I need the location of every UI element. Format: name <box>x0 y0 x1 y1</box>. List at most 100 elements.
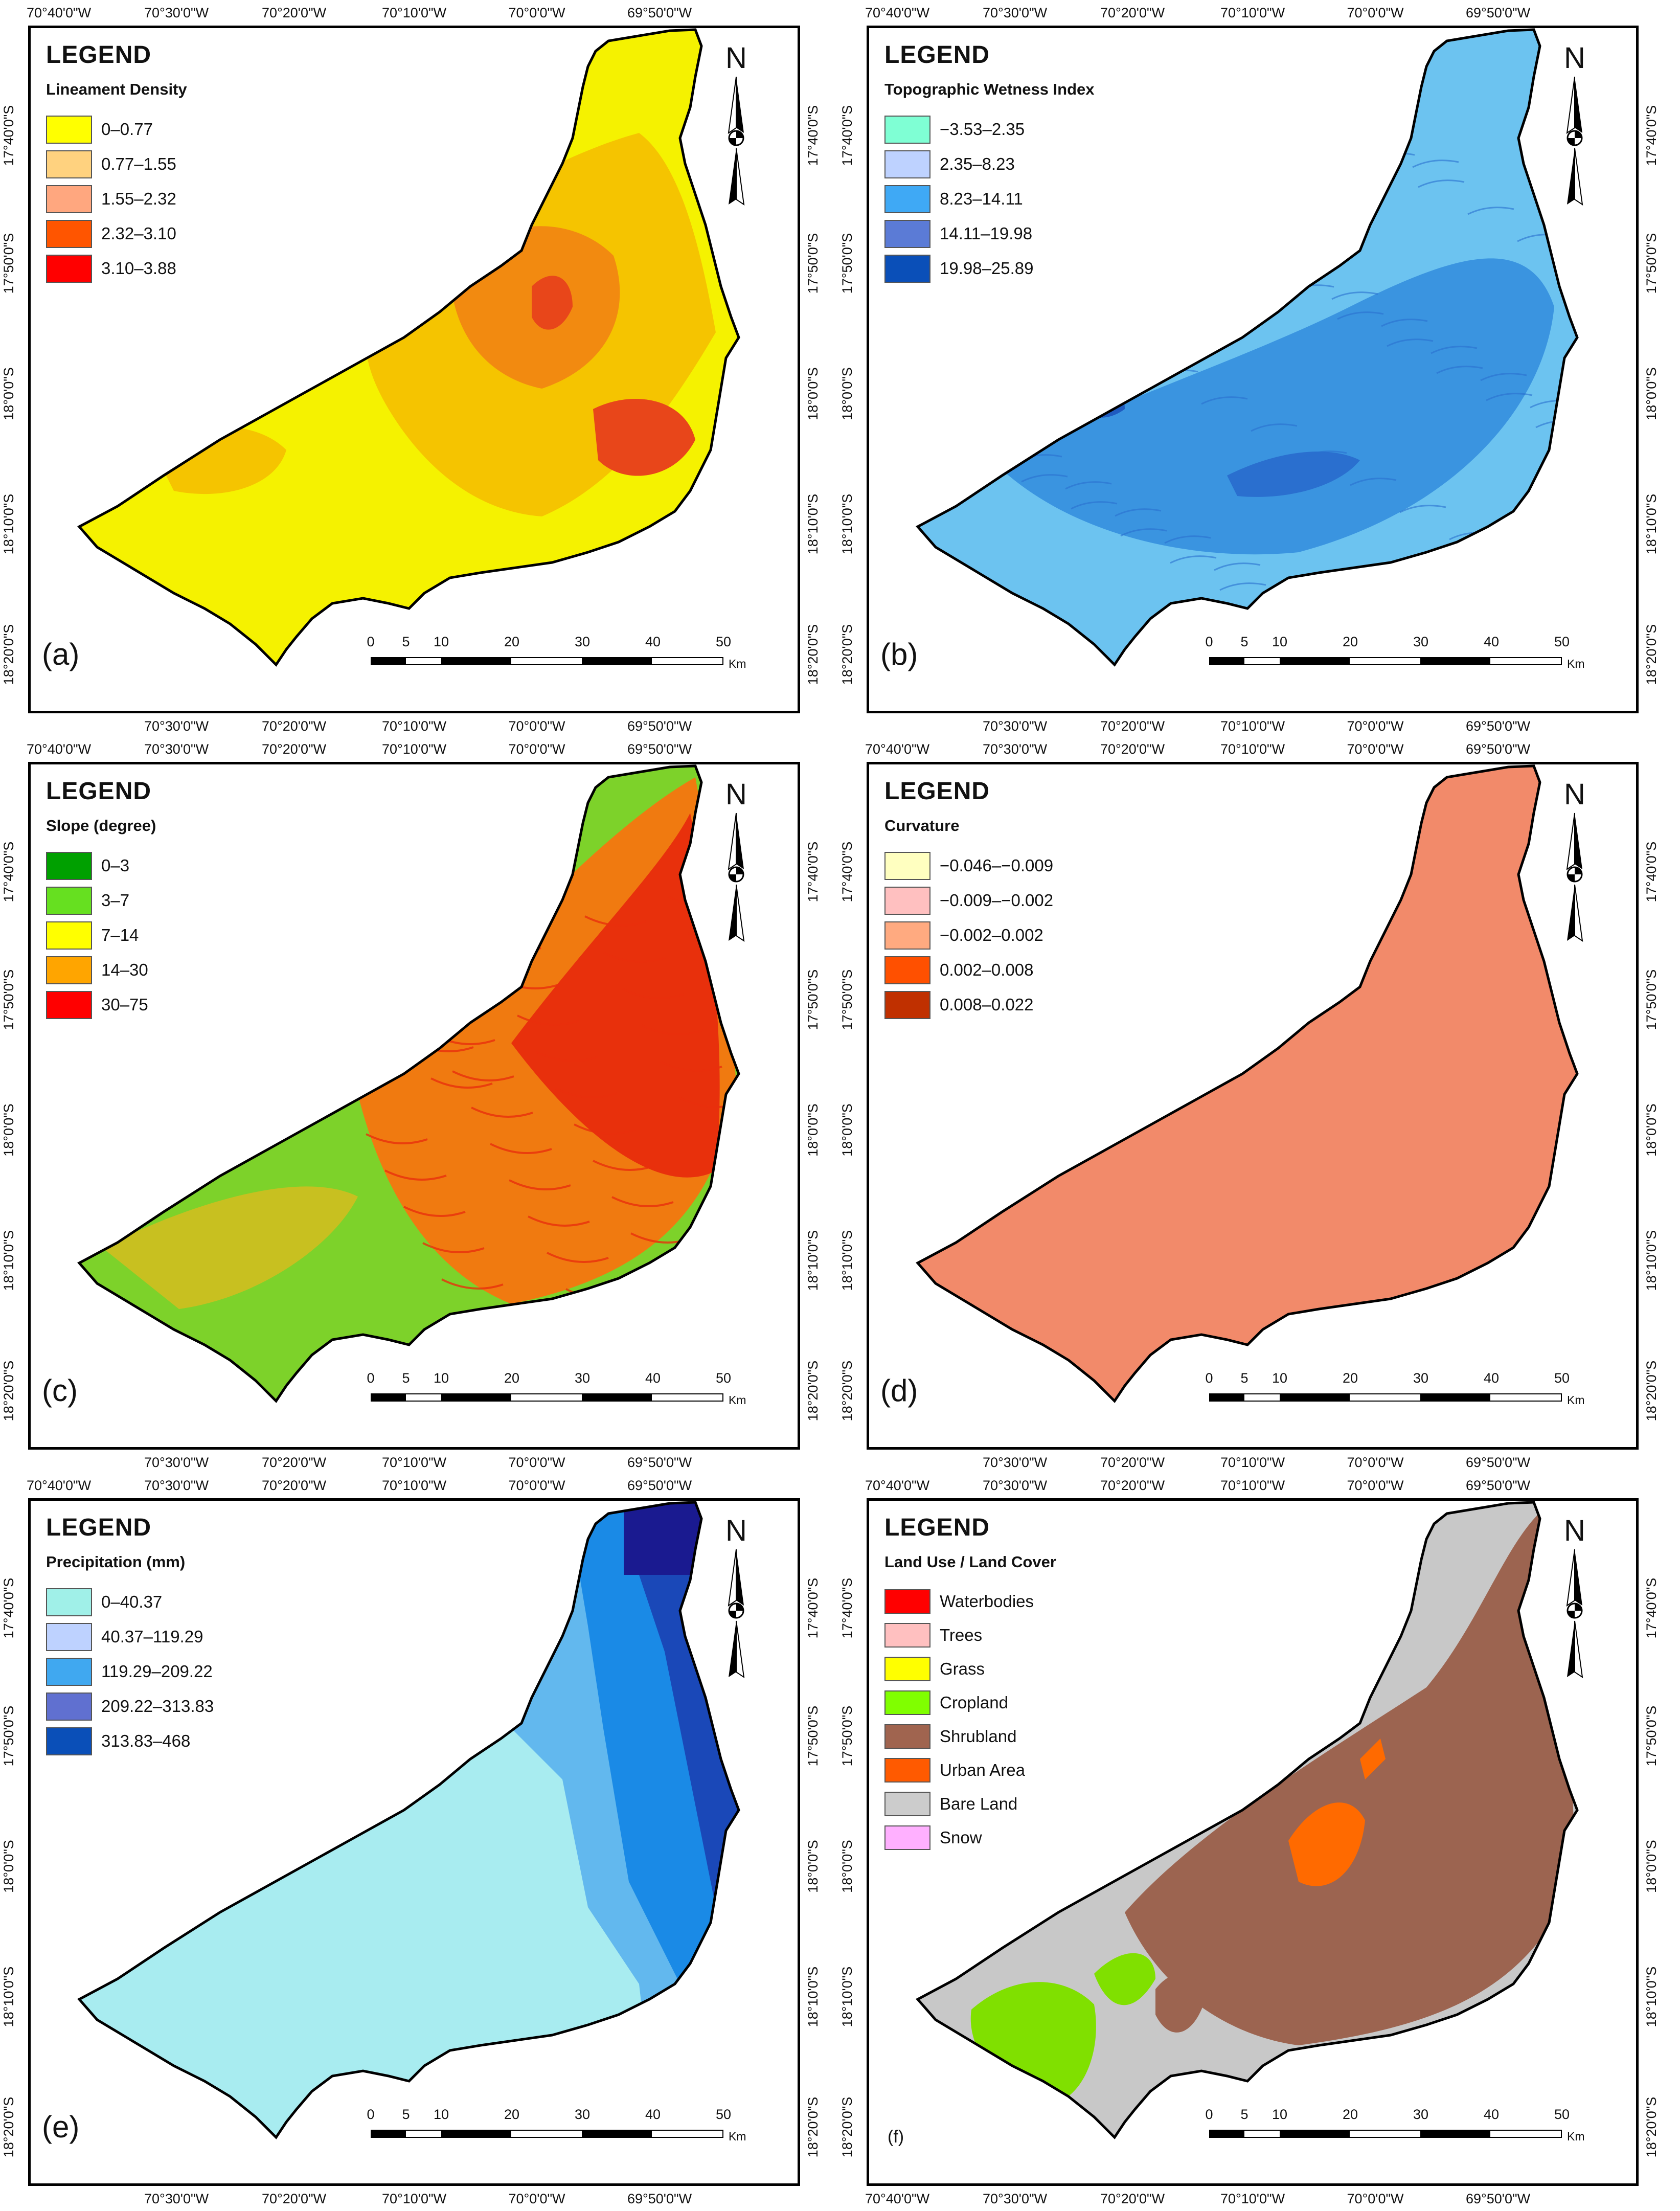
legend-item: Waterbodies <box>884 1585 1056 1618</box>
legend-swatch <box>884 150 930 178</box>
longitude-label-top: 70°40'0"W <box>865 741 930 757</box>
latitude-label-right: 17°50'0"S <box>1644 1705 1659 1767</box>
latitude-label-right: 17°40'0"S <box>1644 841 1659 903</box>
longitude-label-bottom: 69°50'0"W <box>1465 718 1531 734</box>
scale-segment <box>1244 658 1280 664</box>
north-arrow-icon: N <box>1552 41 1598 225</box>
longitude-label-top: 70°30'0"W <box>982 741 1048 757</box>
scale-segment <box>581 2131 652 2137</box>
latitude-label-left: 17°50'0"S <box>839 969 855 1030</box>
scale-segment <box>511 2131 582 2137</box>
longitude-label-top: 69°50'0"W <box>1465 1478 1531 1493</box>
watershed-map <box>77 28 740 667</box>
legend-swatch <box>884 185 930 213</box>
longitude-label-top: 70°40'0"W <box>26 5 92 20</box>
scale-tick-label: 0 <box>1205 634 1213 649</box>
longitude-label-top: 70°20'0"W <box>261 1478 327 1493</box>
longitude-label-bottom: 69°50'0"W <box>627 718 692 734</box>
scale-tick-label: 50 <box>1554 1370 1570 1386</box>
scale-segment <box>1279 2131 1350 2137</box>
latitude-label-right: 18°20'0"S <box>1644 624 1659 685</box>
latitude-label-right: 18°0'0"S <box>1644 1103 1659 1157</box>
legend-subtitle: Curvature <box>884 817 960 834</box>
latitude-label-right: 18°10'0"S <box>805 493 821 555</box>
legend-label: 3.10–3.88 <box>101 259 176 278</box>
legend-item: 30–75 <box>46 987 156 1022</box>
longitude-label-bottom: 70°0'0"W <box>508 2191 565 2206</box>
longitude-label-top: 70°30'0"W <box>982 1478 1048 1493</box>
latitude-label-left: 18°20'0"S <box>1 2096 16 2158</box>
latitude-label-left: 17°40'0"S <box>839 105 855 166</box>
legend: LEGEND Land Use / Land Cover Waterbodies Tr… <box>884 1514 1056 1855</box>
longitude-label-bottom: 70°0'0"W <box>508 718 565 734</box>
legend: LEGEND Lineament Density 0–0.77 0.77–1.55 1.… <box>46 41 187 286</box>
legend-swatch <box>46 886 92 915</box>
longitude-label-bottom: 70°0'0"W <box>1347 2191 1404 2206</box>
latitude-label-right: 18°0'0"S <box>805 1103 821 1157</box>
longitude-label-bottom: 70°0'0"W <box>1347 1455 1404 1470</box>
latitude-label-left: 18°20'0"S <box>839 2096 855 2158</box>
legend-swatch <box>884 1758 930 1783</box>
legend-item: 2.35–8.23 <box>884 147 1095 182</box>
latitude-label-right: 17°40'0"S <box>805 1577 821 1639</box>
scale-unit: Km <box>729 657 746 670</box>
legend-item: 0.77–1.55 <box>46 147 187 182</box>
legend-label: 2.35–8.23 <box>940 154 1015 173</box>
scale-segment <box>581 1394 652 1401</box>
latitude-label-left: 18°0'0"S <box>839 367 855 420</box>
longitude-label-bottom: 70°30'0"W <box>982 2191 1048 2206</box>
scale-tick-label: 30 <box>1413 2107 1429 2122</box>
latitude-label-right: 17°50'0"S <box>805 969 821 1030</box>
longitude-label-top: 70°10'0"W <box>381 1478 447 1493</box>
longitude-label-bottom: 69°50'0"W <box>627 1455 692 1470</box>
scale-tick-label: 50 <box>1554 634 1570 649</box>
latitude-label-left: 18°10'0"S <box>1 1230 16 1291</box>
north-label: N <box>1564 41 1585 75</box>
legend-swatch <box>46 1588 92 1616</box>
longitude-label-top: 70°30'0"W <box>144 741 209 757</box>
scale-tick-label: 10 <box>433 634 449 649</box>
longitude-label-top: 70°0'0"W <box>1347 5 1404 20</box>
latitude-label-left: 17°40'0"S <box>839 841 855 903</box>
legend: LEGEND Precipitation (mm) 0–40.37 40.37–119… <box>46 1514 214 1758</box>
legend-swatch <box>884 921 930 950</box>
legend-swatch <box>46 185 92 213</box>
legend-label: 0.77–1.55 <box>101 154 176 173</box>
legend-label: 30–75 <box>101 995 148 1014</box>
scale-tick-label: 0 <box>1205 1370 1213 1386</box>
watershed-map <box>77 1501 740 2139</box>
scale-tick-label: 30 <box>574 2107 591 2122</box>
legend-label: 19.98–25.89 <box>940 259 1034 278</box>
scale-unit: Km <box>729 2130 746 2143</box>
scale-tick-label: 50 <box>1554 2107 1570 2122</box>
scale-bar: 0 5 10 20 30 40 50 Km <box>1205 2107 1598 2153</box>
longitude-label-top: 70°20'0"W <box>261 741 327 757</box>
map-panel-a: 70°40'0"W 70°30'0"W 70°20'0"W 70°10'0"W 70°0… <box>0 0 838 736</box>
scale-unit: Km <box>1567 657 1585 670</box>
latitude-label-left: 17°40'0"S <box>1 105 16 166</box>
longitude-label-top: 69°50'0"W <box>627 5 692 20</box>
legend-item: 14–30 <box>46 953 156 987</box>
latitude-label-right: 18°20'0"S <box>805 2096 821 2158</box>
legend-swatch <box>46 1657 92 1686</box>
scale-segment <box>1490 1394 1561 1401</box>
legend: LEGEND Topographic Wetness Index −3.53–2.3… <box>884 41 1095 286</box>
longitude-label-bottom: 70°30'0"W <box>144 2191 209 2206</box>
latitude-label-left: 18°20'0"S <box>839 1360 855 1422</box>
longitude-label-bottom: 70°10'0"W <box>381 2191 447 2206</box>
legend-label: Shrubland <box>940 1727 1017 1746</box>
scale-bar-body <box>371 2130 723 2138</box>
legend-item: 119.29–209.22 <box>46 1654 214 1689</box>
latitude-label-right: 17°50'0"S <box>805 1705 821 1767</box>
legend-item: Trees <box>884 1618 1056 1652</box>
latitude-label-left: 17°40'0"S <box>1 1577 16 1639</box>
legend-swatch <box>46 1727 92 1755</box>
latitude-label-right: 17°40'0"S <box>1644 105 1659 166</box>
latitude-label-left: 18°10'0"S <box>839 1966 855 2027</box>
scale-segment <box>511 1394 582 1401</box>
scale-segment <box>441 2131 512 2137</box>
scale-tick-label: 40 <box>645 2107 661 2122</box>
map-panel-e: 70°40'0"W 70°30'0"W 70°20'0"W 70°10'0"W 70°0… <box>0 1473 838 2209</box>
north-label: N <box>1564 1514 1585 1547</box>
longitude-label-bottom: 69°50'0"W <box>1465 1455 1531 1470</box>
